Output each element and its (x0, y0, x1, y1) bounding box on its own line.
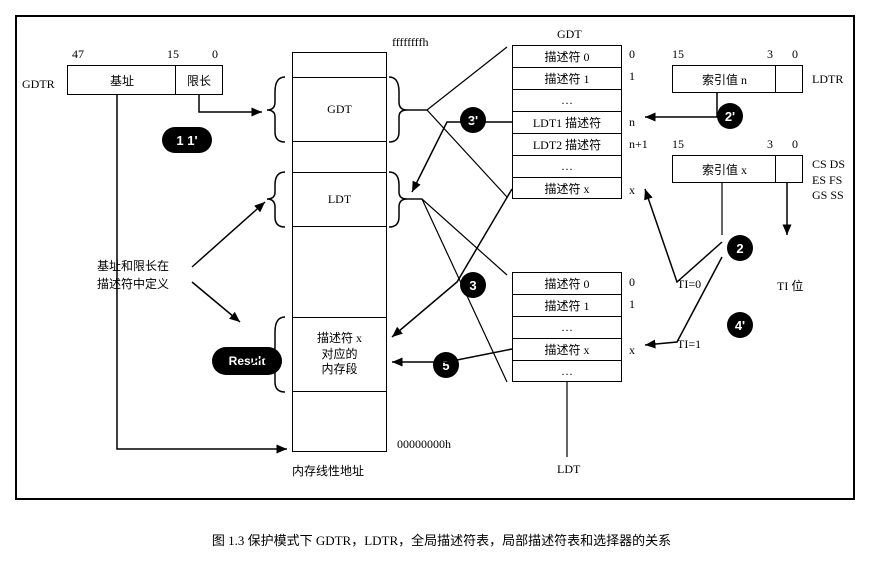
gdt-idx-1: 1 (629, 69, 635, 84)
mem-ldt: LDT (292, 172, 387, 227)
mem-segment: 描述符 x 对应的 内存段 (292, 317, 387, 392)
mem-seg-l2: 对应的 (321, 347, 357, 363)
gdt-idx-0: 0 (629, 47, 635, 62)
sel-bit3: 3 (767, 137, 773, 152)
ldt-row-4: … (512, 360, 622, 382)
ldtr-bit3: 3 (767, 47, 773, 62)
mem-bottom-addr: 00000000h (397, 437, 451, 452)
ldt-row-2: … (512, 316, 622, 338)
sel-regs-l2: ES FS (812, 173, 845, 189)
ldtr-label: LDTR (812, 72, 843, 87)
mem-seg-l3: 内存段 (321, 362, 357, 378)
ldt-idx-1: 1 (629, 297, 635, 312)
gdt-row-2: … (512, 89, 622, 111)
ldtr-bit0: 0 (792, 47, 798, 62)
sel-bit0: 0 (792, 137, 798, 152)
mem-top-addr: ffffffffh (392, 35, 428, 50)
gdt-idx-4: n+1 (629, 137, 648, 152)
gdt-row-1: 描述符 1 (512, 67, 622, 89)
badge-1: 1 1' (162, 127, 212, 153)
gdtr-bit0: 0 (212, 47, 218, 62)
badge-4: 4' (727, 312, 753, 338)
gdt-row-0: 描述符 0 (512, 45, 622, 67)
gdtr-label: GDTR (22, 77, 55, 92)
figure-caption: 图 1.3 保护模式下 GDTR，LDTR，全局描述符表，局部描述符表和选择器的… (0, 530, 883, 549)
gdtr-base: 基址 (67, 65, 177, 95)
note-l2: 描述符中定义 (97, 275, 169, 293)
ldt-row-3: 描述符 x (512, 338, 622, 360)
ldtr-bit15: 15 (672, 47, 684, 62)
gdt-row-6: 描述符 x (512, 177, 622, 199)
gdt-title: GDT (557, 27, 582, 42)
ldt-row-1: 描述符 1 (512, 294, 622, 316)
gdtr-limit: 限长 (175, 65, 223, 95)
gdt-idx-3: n (629, 115, 635, 130)
ti-label: TI 位 (777, 277, 803, 294)
ldt-idx-0: 0 (629, 275, 635, 290)
badge-3prime: 3' (460, 107, 486, 133)
ldt-table: 描述符 0 描述符 1 … 描述符 x … (512, 272, 622, 382)
ldt-title: LDT (557, 462, 580, 477)
ldtr-ti (775, 65, 803, 93)
ldtr-index: 索引值 n (672, 65, 777, 93)
badge-2prime: 2' (717, 103, 743, 129)
sel-ti (775, 155, 803, 183)
diagram-frame: GDTR 47 15 0 基址 限长 ffffffffh GDT LDT 描述符… (15, 15, 855, 500)
gdt-table: 描述符 0 描述符 1 … LDT1 描述符 LDT2 描述符 … 描述符 x (512, 45, 622, 199)
gdt-row-3: LDT1 描述符 (512, 111, 622, 133)
badge-3: 3 (460, 272, 486, 298)
sel-regs-l3: GS SS (812, 188, 845, 204)
ti0-label: TI=0 (677, 277, 701, 292)
gdt-row-5: … (512, 155, 622, 177)
ldt-row-0: 描述符 0 (512, 272, 622, 294)
sel-regs: CS DS ES FS GS SS (812, 157, 845, 204)
mem-gdt: GDT (292, 77, 387, 142)
sel-index: 索引值 x (672, 155, 777, 183)
gdtr-bit47: 47 (72, 47, 84, 62)
note-l1: 基址和限长在 (97, 257, 169, 275)
gdt-row-4: LDT2 描述符 (512, 133, 622, 155)
note-text: 基址和限长在 描述符中定义 (97, 257, 169, 293)
mem-seg-l1: 描述符 x (317, 331, 362, 347)
sel-regs-l1: CS DS (812, 157, 845, 173)
ldt-idx-3: x (629, 343, 635, 358)
gdt-idx-6: x (629, 183, 635, 198)
gdtr-bit15: 15 (167, 47, 179, 62)
badge-5: 5 (433, 352, 459, 378)
mem-title: 内存线性地址 (292, 462, 364, 479)
badge-result: Result (212, 347, 282, 375)
badge-2: 2 (727, 235, 753, 261)
sel-bit15: 15 (672, 137, 684, 152)
ti1-label: TI=1 (677, 337, 701, 352)
